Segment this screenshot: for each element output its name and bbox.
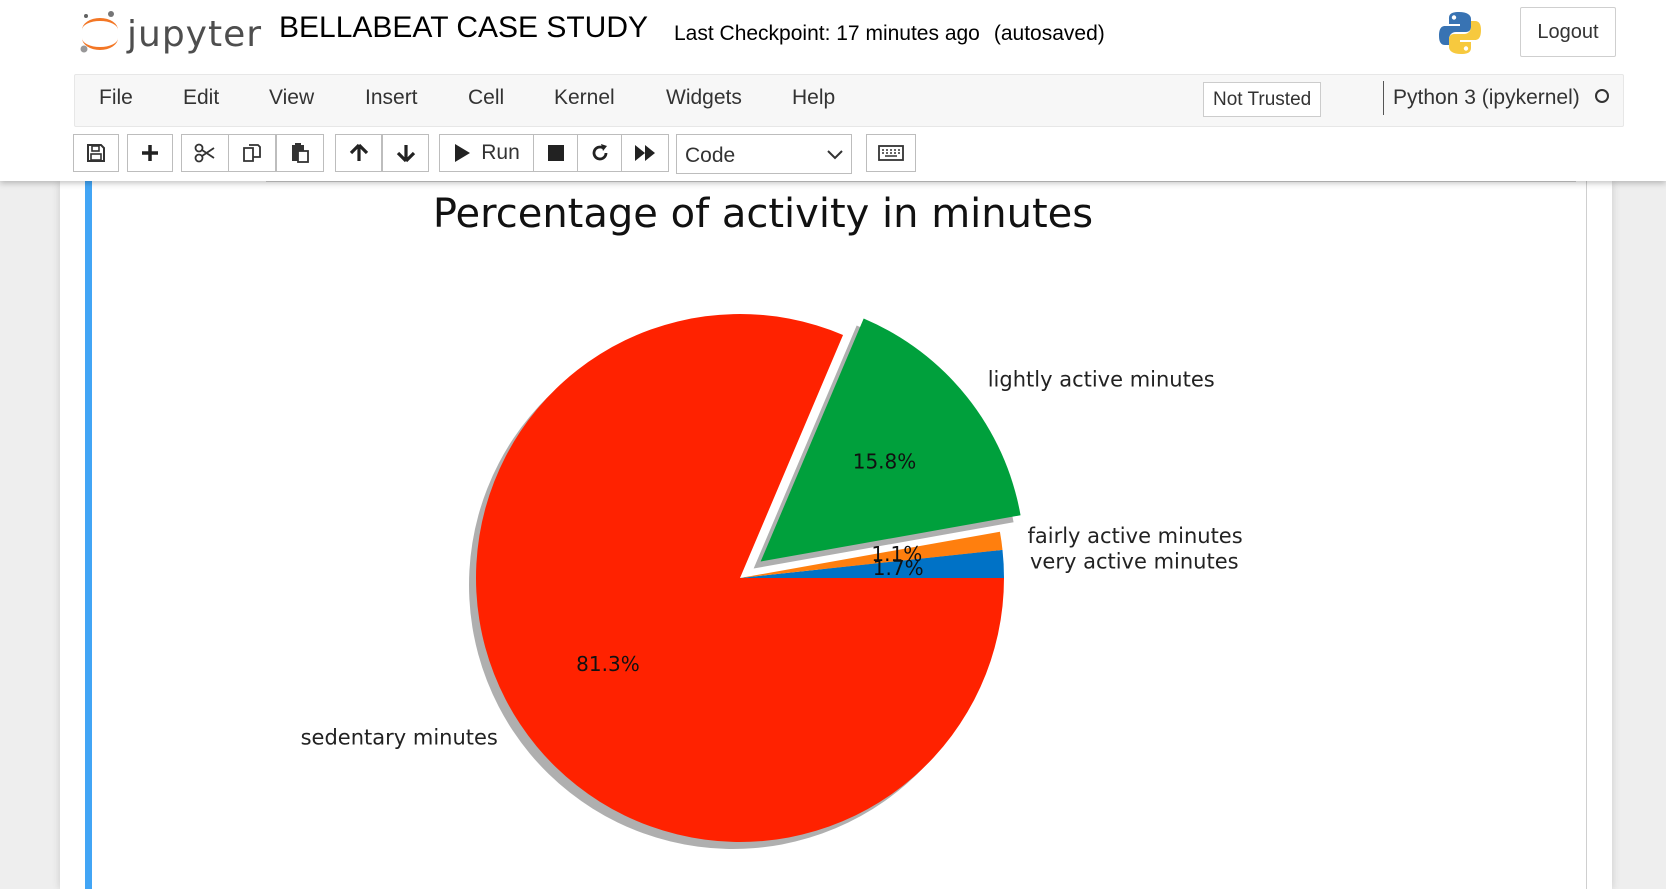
pie-labels: very active minutes 1.7% fairly active min… [301, 368, 1243, 750]
menu-insert[interactable]: Insert [365, 86, 418, 109]
slice-label-very-active-minutes: very active minutes [1030, 549, 1239, 573]
menu-view[interactable]: View [269, 86, 315, 109]
play-icon [455, 144, 471, 162]
notebook-title[interactable]: BELLABEAT CASE STUDY [279, 11, 649, 44]
notebook-header: jupyter BELLABEAT CASE STUDY Last Checkp… [0, 0, 1666, 181]
kernel-status-icon [1595, 89, 1609, 103]
copy-button[interactable] [228, 134, 276, 172]
slice-label-fairly-active-minutes: fairly active minutes [1027, 524, 1242, 548]
slice-label-sedentary-minutes: sedentary minutes [301, 725, 498, 749]
plus-icon [142, 145, 158, 161]
menu-file[interactable]: File [99, 86, 133, 109]
fast-forward-icon [635, 145, 655, 161]
cut-button[interactable] [181, 134, 229, 172]
interrupt-button[interactable] [533, 134, 578, 172]
copy-icon [243, 144, 261, 162]
jupyter-wordmark: jupyter [127, 14, 263, 55]
pie-slices [469, 314, 1021, 849]
kernel-name[interactable]: Python 3 (ipykernel) [1393, 86, 1580, 109]
slice-pct-fairly-active-minutes: 1.1% [871, 542, 922, 566]
move-up-button[interactable] [335, 134, 382, 172]
menu-edit[interactable]: Edit [183, 86, 220, 109]
insert-cell-button[interactable] [127, 134, 173, 172]
arrow-down-icon [396, 145, 415, 163]
command-palette-button[interactable] [866, 134, 916, 172]
keyboard-icon [878, 145, 904, 161]
save-button[interactable] [73, 134, 119, 172]
cell-border [1586, 181, 1587, 889]
menu-help[interactable]: Help [792, 86, 836, 109]
python-logo-icon [1436, 9, 1484, 57]
slice-fairly-active-minutes [740, 531, 1003, 578]
not-trusted-button[interactable]: Not Trusted [1203, 82, 1322, 117]
pie-chart: Percentage of activity in minutes very a… [301, 191, 1243, 849]
save-icon [87, 144, 105, 162]
slice-label-lightly-active-minutes: lightly active minutes [988, 368, 1215, 392]
run-all-button[interactable] [621, 134, 669, 172]
restart-button[interactable] [577, 134, 622, 172]
menubar: File Edit View Insert Cell Kernel Widget… [74, 74, 1624, 127]
autosave-text: (autosaved) [993, 22, 1105, 45]
slice-lightly-active-minutes [760, 318, 1021, 562]
menu-widgets[interactable]: Widgets [666, 86, 742, 109]
stop-icon [547, 145, 564, 161]
chevron-down-icon [827, 150, 843, 160]
logout-button[interactable]: Logout [1520, 7, 1616, 57]
slice-very-active-minutes [740, 549, 1004, 578]
paste-icon [292, 143, 309, 163]
paste-button[interactable] [276, 134, 324, 172]
output-separator [266, 181, 1576, 182]
checkpoint-status: Last Checkpoint: 17 minutes ago (autosave… [674, 22, 1105, 46]
slice-sedentary-minutes [476, 314, 1004, 842]
jupyter-logo-icon [80, 11, 118, 53]
menu-cell[interactable]: Cell [468, 86, 505, 109]
run-button[interactable]: Run [439, 134, 534, 172]
cell-type-value: Code [685, 144, 736, 167]
cell-type-select[interactable]: Code [676, 134, 852, 174]
kernel-separator [1383, 81, 1384, 115]
slice-pct-sedentary-minutes: 81.3% [576, 652, 640, 676]
arrow-up-icon [349, 143, 368, 161]
move-down-button[interactable] [382, 134, 429, 172]
slice-pct-lightly-active-minutes: 15.8% [853, 449, 917, 473]
chart-title: Percentage of activity in minutes [433, 191, 1093, 237]
restart-icon [592, 144, 607, 161]
selected-cell-indicator [85, 181, 92, 889]
run-label: Run [481, 141, 520, 164]
scissors-icon [194, 143, 215, 163]
menu-kernel[interactable]: Kernel [554, 86, 615, 109]
jupyter-logo[interactable]: jupyter [78, 8, 261, 58]
checkpoint-text: Last Checkpoint: 17 minutes ago [674, 22, 980, 45]
slice-pct-very-active-minutes: 1.7% [873, 556, 924, 580]
